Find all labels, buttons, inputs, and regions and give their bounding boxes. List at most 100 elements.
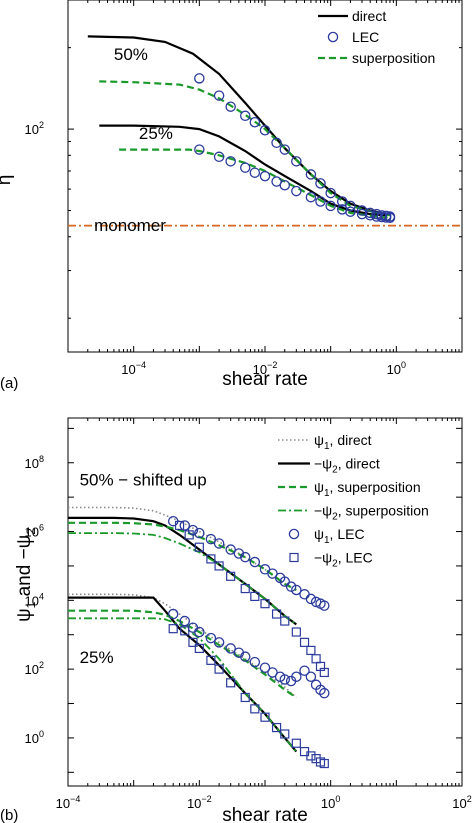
- data-point-circle: [364, 210, 376, 221]
- data-point-circle: [249, 556, 261, 568]
- data-point-circle: [205, 632, 217, 644]
- panel-label: (a): [0, 375, 18, 392]
- data-point-circle: [291, 156, 302, 167]
- text-span: −ψ: [314, 456, 332, 472]
- text-span: , LEC: [338, 550, 373, 566]
- data-point-circle: [380, 212, 392, 223]
- annotation: 25%: [80, 648, 114, 667]
- data-point-circle: [291, 185, 302, 197]
- legend: direct LEC superposition: [318, 8, 435, 66]
- data-point-circle: [305, 169, 317, 180]
- data-point-square: [291, 738, 301, 748]
- text-span: 10: [452, 796, 466, 811]
- data-point-square: [319, 667, 329, 678]
- text-span: 2: [24, 528, 38, 535]
- data-point-square: [168, 624, 178, 634]
- text-span: 10: [25, 122, 39, 137]
- data-point-square: [174, 520, 185, 531]
- text-span: LEC: [352, 29, 379, 45]
- text-span: −2: [267, 360, 277, 370]
- data-point-square: [311, 654, 321, 664]
- annotation: monomer: [94, 216, 166, 235]
- text-span: and −ψ: [14, 535, 35, 602]
- text-span: −ψ: [314, 503, 332, 519]
- legend-marker-circle: [288, 528, 300, 540]
- text-span: 1: [324, 441, 330, 452]
- text-span: 10: [25, 593, 39, 608]
- text-span: 0: [335, 794, 340, 804]
- x-tick-label: 10−2: [187, 794, 212, 811]
- data-point-circle: [239, 162, 251, 173]
- data-point-circle: [249, 116, 261, 128]
- text-span: 2: [39, 120, 44, 130]
- y-tick-label: 102: [25, 660, 44, 677]
- data-point-circle: [376, 211, 388, 223]
- data-point-square: [226, 571, 236, 581]
- text-span: −4: [70, 794, 80, 804]
- plot-area: [68, 35, 462, 227]
- series-line-7: [68, 617, 297, 753]
- text-span: ψ: [314, 432, 324, 448]
- annotation: 50%: [114, 45, 148, 64]
- data-point-square: [306, 751, 316, 761]
- x-tick-label: 102: [452, 794, 471, 811]
- data-point-circle: [279, 576, 291, 587]
- data-point-circle: [225, 544, 236, 555]
- data-point-circle: [249, 656, 261, 668]
- data-point-circle: [239, 110, 251, 122]
- data-point-square: [280, 729, 290, 739]
- text-span: 0: [39, 729, 44, 739]
- data-point-circle: [194, 626, 205, 638]
- y-tick-label: 102: [25, 120, 44, 137]
- data-point-circle: [167, 608, 179, 620]
- series-line-5: [68, 596, 298, 753]
- text-span: 2: [39, 660, 44, 670]
- data-point-circle: [315, 178, 326, 189]
- text-span: , superposition: [330, 479, 421, 495]
- text-span: 10: [25, 662, 39, 677]
- data-point-circle: [345, 206, 356, 217]
- data-point-square: [260, 712, 270, 722]
- legend-label: −ψ2, direct: [314, 456, 380, 476]
- series-line-1: [99, 80, 391, 217]
- text-span: 10: [187, 796, 201, 811]
- data-point-square: [291, 627, 301, 637]
- data-point-circle: [291, 584, 302, 596]
- data-point-circle: [325, 187, 336, 199]
- data-point-circle: [194, 73, 205, 84]
- data-point-circle: [179, 615, 191, 627]
- text-span: 2: [467, 794, 472, 804]
- data-point-square: [240, 692, 250, 703]
- data-point-square: [188, 637, 198, 647]
- data-point-square: [240, 583, 250, 594]
- text-span: ψ: [14, 608, 35, 622]
- annotation: 25%: [139, 124, 173, 143]
- y-axis-label: ψ1 and −ψ2: [14, 528, 38, 622]
- legend-marker-square: [289, 552, 299, 563]
- data-point-circle: [267, 568, 278, 579]
- data-point-circle: [267, 667, 278, 678]
- data-point-square: [319, 758, 329, 769]
- data-point-circle: [336, 196, 348, 207]
- text-span: ψ: [314, 479, 324, 495]
- data-point-square: [214, 561, 224, 571]
- data-point-circle: [213, 90, 225, 101]
- data-point-circle: [356, 208, 368, 220]
- data-point-circle: [239, 551, 251, 563]
- legend-label: ψ1, superposition: [314, 479, 421, 499]
- text-span: −ψ: [314, 550, 332, 566]
- text-span: 0: [401, 360, 406, 370]
- legend-label: −ψ2, superposition: [314, 503, 429, 523]
- data-point-square: [226, 678, 236, 688]
- x-tick-label: 100: [321, 794, 340, 811]
- x-axis-label: shear rate: [222, 805, 308, 823]
- text-span: ψ: [314, 526, 324, 542]
- data-point-circle: [259, 125, 271, 136]
- data-point-square: [194, 542, 204, 552]
- text-span: , superposition: [338, 503, 429, 519]
- text-span: 6: [39, 523, 44, 533]
- data-point-circle: [271, 137, 282, 149]
